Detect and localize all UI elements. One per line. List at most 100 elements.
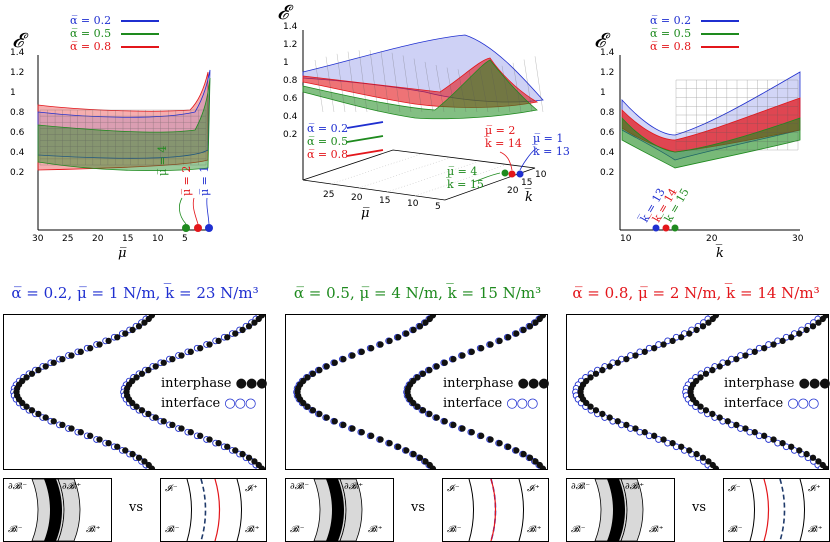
interphase-dot <box>762 345 767 350</box>
interphase-dot <box>115 444 120 449</box>
interphase-dot <box>396 335 401 340</box>
interphase-dot <box>78 429 83 434</box>
z-tick-label: 1 <box>600 88 606 98</box>
interphase-dot <box>404 448 409 453</box>
k-tick-label: 10 <box>535 170 546 180</box>
center-epsilon-label: 𝓔 <box>277 0 288 24</box>
interphase-dot <box>60 422 65 427</box>
center-legend: α̅ = 0.2 α̅ = 0.5 α̅ = 0.8 <box>307 122 348 161</box>
legend-row: α̅ = 0.2 <box>650 14 739 27</box>
pattern-panel-3-svg <box>566 314 829 470</box>
interphase-dot <box>29 371 34 376</box>
interphase-dot <box>652 345 657 350</box>
B-minus-label: 𝓑ᵢ⁻ <box>571 525 586 535</box>
schematic-group: ∂𝓑ᵢ⁻ ∂𝓑ᵢ⁺ 𝓑ᵢ⁻ 𝓑ᵢ⁺ vs 𝓘ᵢ⁻ 𝓘ᵢ⁺ 𝓑ᵢ⁻ 𝓑ᵢ⁺ <box>566 478 829 540</box>
legend-row: α̅ = 0.8 <box>307 148 348 161</box>
interphase-dot <box>404 331 409 336</box>
interphase-dot <box>188 429 193 434</box>
interphase-dot <box>106 440 111 445</box>
interphase-dot <box>115 335 120 340</box>
interface-schematic: 𝓘ᵢ⁻ 𝓘ᵢ⁺ 𝓑ᵢ⁻ 𝓑ᵢ⁺ <box>442 478 549 542</box>
interphase-dot <box>762 433 767 438</box>
interphase-dot <box>700 455 705 460</box>
B-plus-label: 𝓑ᵢ⁺ <box>808 525 823 535</box>
interphase-dot <box>810 324 815 329</box>
interphase-dot <box>179 353 184 358</box>
interphase-dot <box>633 353 638 358</box>
B-plus-label: 𝓑ᵢ⁺ <box>368 525 383 535</box>
interphase-dot <box>670 440 675 445</box>
interphase-dot <box>703 371 708 376</box>
interphase-dot <box>24 404 29 409</box>
interphase-schematic: ∂𝓑ᵢ⁻ ∂𝓑ᵢ⁺ 𝓑ᵢ⁻ 𝓑ᵢ⁺ <box>285 478 394 542</box>
z-tick-label: 0.8 <box>10 108 24 118</box>
panel-title-1: α̅ = 0.2, μ̅ = 1 N/m, k̅ = 23 N/m³ <box>0 284 270 302</box>
interphase-dot <box>442 419 447 424</box>
interphase-dot <box>710 367 715 372</box>
interphase-dot <box>514 448 519 453</box>
interphase-dot <box>488 342 493 347</box>
interphase-dot <box>179 426 184 431</box>
interphase-dot <box>679 335 684 340</box>
interphase-dot <box>734 356 739 361</box>
interphase-dot <box>130 327 135 332</box>
interphase-dot <box>359 429 364 434</box>
interphase-dot <box>607 364 612 369</box>
dB-plus-label: ∂𝓑ᵢ⁺ <box>625 482 644 492</box>
interphase-dot <box>797 331 802 336</box>
interphase-dot <box>780 338 785 343</box>
B-minus-label: 𝓑ᵢ⁻ <box>8 525 23 535</box>
interphase-dot <box>460 426 465 431</box>
vs-label: vs <box>129 500 143 515</box>
x-tick-label: 10 <box>152 234 163 244</box>
dB-plus-label: ∂𝓑ᵢ⁺ <box>62 482 81 492</box>
interphase-dot <box>341 422 346 427</box>
dB-plus-label: ∂𝓑ᵢ⁺ <box>344 482 363 492</box>
legend-interface: interface ○○○ <box>161 396 255 411</box>
center-marker-red <box>509 171 516 178</box>
center-mu-axis-label: μ̅ <box>361 206 369 221</box>
x-tick-label: 30 <box>32 234 43 244</box>
interphase-dot <box>488 437 493 442</box>
interphase-dot <box>161 360 166 365</box>
interphase-dot <box>780 440 785 445</box>
interphase-dot <box>717 415 722 420</box>
interphase-dot <box>706 320 711 325</box>
interphase-dot <box>396 444 401 449</box>
interphase-dot <box>661 342 666 347</box>
interphase-dot <box>588 404 593 409</box>
legend-row: α̅ = 0.2 <box>307 122 348 135</box>
interphase-dot <box>240 451 245 456</box>
center-plot: 𝓔 α̅ = 0.2 α̅ = 0.5 α̅ = 0.8 μ̅ = 2 k̅ =… <box>275 0 565 270</box>
interphase-dot <box>146 411 151 416</box>
left-marker-green <box>182 224 190 232</box>
panel-title-3: α̅ = 0.8, μ̅ = 2 N/m, k̅ = 14 N/m³ <box>562 284 830 302</box>
interphase-dot <box>130 451 135 456</box>
interphase-dot <box>600 367 605 372</box>
z-tick-label: 0.4 <box>10 148 24 158</box>
interphase-dot <box>198 433 203 438</box>
interphase-dot <box>423 320 428 325</box>
right-legend: α̅ = 0.2 α̅ = 0.5 α̅ = 0.8 <box>650 14 739 53</box>
interphase-dot <box>743 353 748 358</box>
interphase-dot <box>350 426 355 431</box>
interphase-dot <box>233 331 238 336</box>
interphase-dot <box>36 411 41 416</box>
interphase-dot <box>233 448 238 453</box>
left-marker-red <box>194 224 202 232</box>
interphase-dot <box>51 419 56 424</box>
interphase-dot <box>36 367 41 372</box>
interphase-schematic: ∂𝓑ᵢ⁻ ∂𝓑ᵢ⁺ 𝓑ᵢ⁻ 𝓑ᵢ⁺ <box>566 478 675 542</box>
interphase-dot <box>252 320 257 325</box>
interphase-dot <box>310 371 315 376</box>
x-tick-label: 10 <box>620 234 631 244</box>
interphase-dot <box>350 353 355 358</box>
pattern-panel-1: interphase ●●● interface ○○○ <box>3 314 266 470</box>
interphase-dot <box>170 422 175 427</box>
z-tick-label: 1 <box>283 58 289 68</box>
dB-minus-label: ∂𝓑ᵢ⁻ <box>571 482 590 492</box>
interphase-dot <box>633 426 638 431</box>
mesh-line <box>535 56 543 112</box>
interphase-dot <box>497 338 502 343</box>
interphase-dot <box>434 415 439 420</box>
